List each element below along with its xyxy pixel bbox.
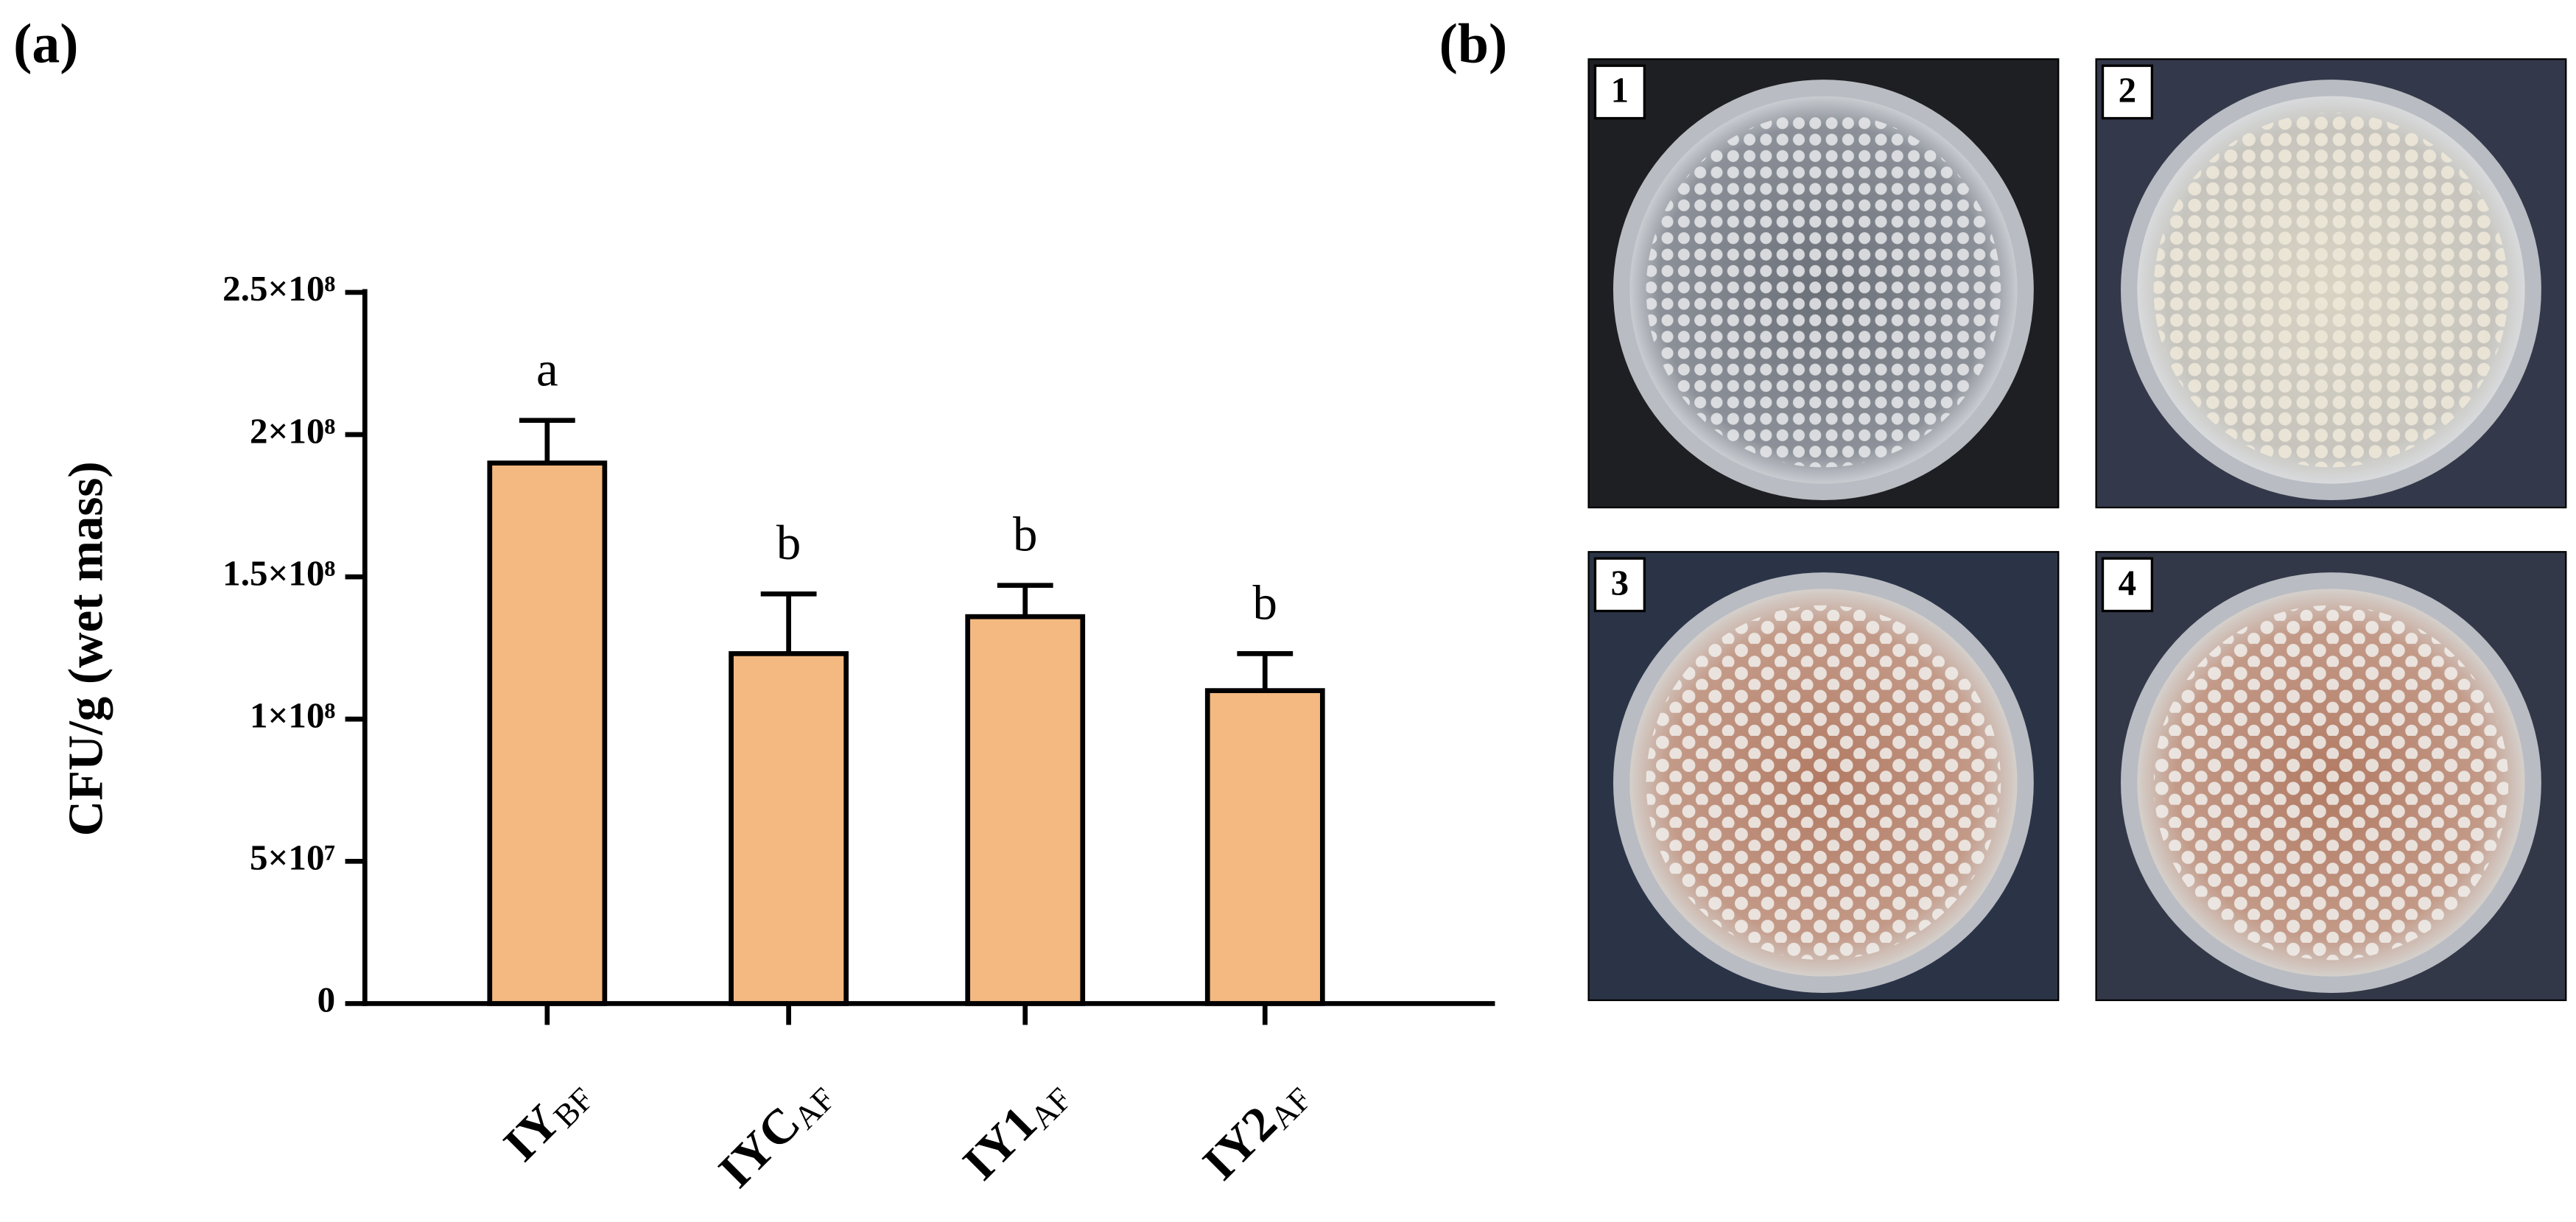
colonies bbox=[1646, 112, 2001, 468]
significance-letter: b bbox=[1013, 508, 1037, 562]
colonies bbox=[2153, 605, 2509, 961]
photo-number: 4 bbox=[2119, 562, 2137, 603]
significance-letter: b bbox=[1253, 575, 1277, 630]
photo-number-box bbox=[1593, 557, 1646, 613]
y-tick-label: 2×10⁸ bbox=[250, 410, 335, 451]
significance-letter: b bbox=[776, 516, 801, 570]
y-axis-label: CFU/g (wet mass) bbox=[58, 461, 113, 836]
photo-number-box bbox=[1593, 64, 1646, 120]
colonies bbox=[2153, 112, 2509, 468]
y-tick-label: 5×10⁷ bbox=[250, 838, 335, 878]
photo-number-box bbox=[2101, 64, 2154, 120]
bar-chart: 0 5×10⁷ 1×10⁸ 1.5×10⁸ 2×10⁸ 2.5×10⁸ CFU/g (wet… bbox=[58, 268, 1495, 1201]
bar bbox=[1204, 688, 1325, 1006]
bar bbox=[729, 651, 849, 1006]
y-tick-label: 1.5×10⁸ bbox=[222, 552, 335, 593]
panel-label: (a) bbox=[13, 13, 78, 74]
photo-number: 1 bbox=[1611, 69, 1629, 110]
photo-number-box bbox=[2101, 557, 2154, 613]
x-tick-label: IY1AF bbox=[952, 1067, 1078, 1193]
y-tick-label: 1×10⁸ bbox=[250, 695, 335, 735]
bar bbox=[965, 614, 1086, 1006]
bar bbox=[487, 460, 608, 1006]
photo-number: 2 bbox=[2119, 69, 2137, 110]
y-tick-label: 2.5×10⁸ bbox=[222, 268, 335, 309]
photo-panel: 1 2 3 4 bbox=[1587, 58, 2567, 1002]
significance-letter: a bbox=[536, 343, 558, 397]
x-tick-label: IYBF bbox=[494, 1067, 601, 1174]
panel-label: (b) bbox=[1439, 13, 1508, 74]
y-tick-label: 0 bbox=[317, 980, 336, 1020]
x-tick-label: IYCAF bbox=[709, 1067, 843, 1201]
photo-number: 3 bbox=[1611, 562, 1629, 603]
colonies bbox=[1646, 605, 2001, 961]
x-tick-label: IY2AF bbox=[1193, 1067, 1319, 1193]
